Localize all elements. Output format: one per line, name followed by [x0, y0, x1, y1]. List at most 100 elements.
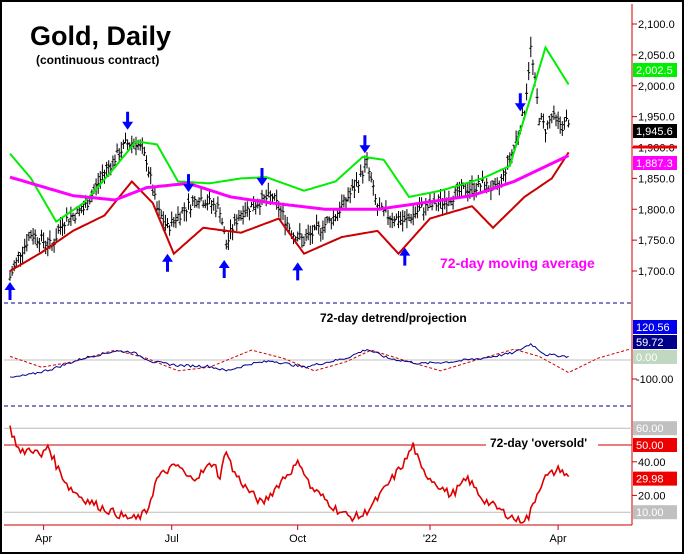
y-tick-label: 2,000.0 — [638, 81, 675, 93]
price-bar — [323, 217, 327, 233]
price-bar — [134, 136, 138, 156]
detrend-readout-bg — [633, 335, 677, 349]
price-bar — [266, 182, 270, 198]
price-bar — [113, 154, 117, 167]
price-bar — [197, 197, 201, 209]
price-bar — [344, 197, 348, 209]
x-tick-label: '22 — [423, 533, 437, 545]
last-price-label-bg — [633, 124, 677, 138]
x-tick-label: Apr — [550, 533, 567, 545]
detrend-title: 72-day detrend/projection — [320, 311, 467, 325]
price-bar — [44, 240, 48, 255]
price-bar — [27, 231, 31, 241]
last-ma-label-bg — [633, 156, 677, 170]
x-tick-label: Oct — [289, 533, 306, 545]
price-bar — [214, 204, 218, 218]
price-bar — [369, 172, 373, 183]
price-bar — [392, 216, 396, 227]
price-bar — [174, 213, 178, 229]
price-bar — [481, 170, 484, 184]
price-bar — [61, 216, 64, 236]
price-bar — [243, 202, 247, 218]
ma-label: 72-day moving average — [440, 255, 595, 271]
price-bar — [203, 199, 207, 209]
price-bar — [239, 210, 243, 221]
price-bar — [453, 187, 457, 199]
price-bar — [426, 203, 430, 211]
price-bar — [554, 114, 558, 127]
price-bar — [394, 213, 398, 220]
price-bar — [371, 180, 375, 196]
detrend-readout-bg — [633, 350, 677, 364]
price-bar — [14, 257, 18, 268]
oversold-readout-bg — [633, 471, 677, 486]
price-bar — [157, 200, 161, 217]
price-bar — [567, 119, 571, 128]
price-bar — [405, 209, 409, 229]
price-bar — [73, 213, 77, 224]
oversold-readout: 10.00 — [636, 507, 664, 519]
price-bar — [163, 214, 167, 231]
price-bar — [350, 178, 354, 191]
price-bar — [245, 201, 249, 217]
price-bar — [319, 227, 323, 242]
price-bar — [117, 148, 121, 161]
price-bar — [16, 251, 20, 263]
price-bar — [191, 195, 195, 207]
price-bar — [199, 187, 203, 202]
price-bar — [172, 216, 176, 228]
price-bar — [170, 211, 174, 227]
oversold-line — [9, 425, 570, 524]
price-panel — [4, 36, 571, 300]
price-bar — [306, 224, 310, 241]
price-bar — [103, 169, 106, 184]
price-bar — [504, 167, 508, 183]
price-bar — [386, 209, 390, 225]
oversold-readout: 60.00 — [636, 423, 664, 435]
price-bar — [205, 194, 209, 211]
price-bar — [8, 269, 12, 281]
price-bar — [153, 186, 157, 200]
price-bar — [352, 179, 356, 199]
y-tick-label: 1,850.0 — [638, 173, 675, 185]
price-bar — [42, 232, 46, 249]
price-bar — [195, 199, 199, 208]
last-ma-label: 1,887.3 — [636, 158, 673, 170]
price-bar — [556, 111, 560, 129]
price-bar — [247, 208, 251, 221]
price-bar — [71, 212, 75, 221]
price-bar — [541, 113, 545, 129]
price-bar — [340, 194, 344, 209]
price-bar — [355, 172, 358, 187]
price-bar — [124, 132, 127, 144]
price-bar — [334, 214, 337, 222]
cycle-bottom-arrow-icon — [4, 282, 16, 300]
cycle-bottom-arrow-icon — [218, 259, 230, 278]
price-bar — [315, 214, 319, 231]
price-bar — [218, 207, 222, 223]
price-bar — [296, 231, 300, 242]
price-bar — [25, 234, 29, 252]
price-bar — [77, 207, 81, 217]
y-tick-label: 1,950.0 — [638, 112, 675, 124]
price-bar — [285, 216, 289, 229]
price-bar — [147, 166, 151, 178]
price-bar — [63, 221, 67, 235]
price-bar — [537, 117, 541, 126]
price-bar — [210, 200, 214, 214]
price-bar — [126, 139, 130, 150]
upper-band-line — [9, 45, 570, 224]
price-bar — [94, 178, 98, 196]
price-bar — [493, 178, 497, 188]
price-bar — [31, 227, 35, 245]
price-bar — [390, 212, 394, 229]
price-bar — [397, 211, 400, 229]
detrend-line — [9, 342, 569, 378]
price-bar — [411, 204, 415, 226]
price-bar — [399, 211, 403, 226]
detrend-panel — [4, 342, 632, 378]
price-bar — [348, 187, 352, 204]
cycle-top-arrow-icon — [256, 167, 268, 186]
oversold-readout: 29.98 — [636, 474, 664, 486]
